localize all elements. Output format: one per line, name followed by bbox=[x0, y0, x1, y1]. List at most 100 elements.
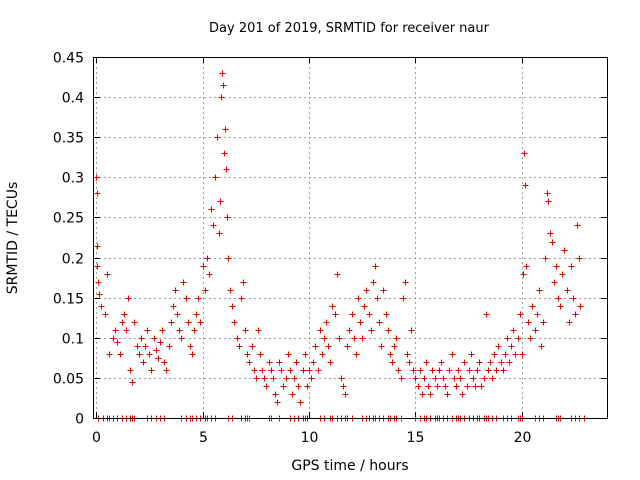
data-point bbox=[142, 343, 149, 350]
data-point bbox=[498, 359, 505, 366]
data-point bbox=[421, 375, 428, 382]
data-point bbox=[540, 319, 547, 326]
data-point bbox=[527, 335, 534, 342]
data-point bbox=[189, 351, 196, 358]
y-tick-label: 0.25 bbox=[53, 211, 84, 227]
data-point bbox=[325, 343, 332, 350]
data-point bbox=[353, 351, 360, 358]
x-tick-label: 20 bbox=[514, 430, 532, 446]
data-point bbox=[461, 359, 468, 366]
data-point bbox=[297, 399, 304, 406]
data-point bbox=[146, 351, 153, 358]
data-point bbox=[197, 319, 204, 326]
data-point bbox=[551, 279, 558, 286]
data-point bbox=[389, 359, 396, 366]
data-point bbox=[125, 295, 132, 302]
plot-frame bbox=[93, 57, 608, 419]
data-point bbox=[227, 287, 234, 294]
data-point bbox=[317, 327, 324, 334]
y-tick-labels: 0 0.05 0.1 0.15 0.2 0.25 0.3 0.35 0.4 0.45 bbox=[53, 51, 84, 428]
data-point bbox=[310, 359, 317, 366]
data-point bbox=[289, 391, 296, 398]
y-tick-label: 0.45 bbox=[53, 51, 84, 67]
data-point bbox=[153, 347, 160, 354]
data-point bbox=[363, 287, 370, 294]
grid-lines bbox=[94, 57, 607, 418]
data-point bbox=[512, 351, 519, 358]
data-point bbox=[370, 279, 377, 286]
data-point bbox=[217, 198, 224, 205]
data-point bbox=[410, 367, 417, 374]
data-point bbox=[129, 379, 136, 386]
data-point bbox=[340, 383, 347, 390]
data-point bbox=[557, 303, 564, 310]
data-point bbox=[300, 367, 307, 374]
data-point bbox=[534, 311, 541, 318]
data-point bbox=[442, 383, 449, 390]
data-point bbox=[219, 70, 226, 77]
data-point bbox=[400, 295, 407, 302]
data-point bbox=[94, 190, 101, 197]
data-point bbox=[570, 295, 577, 302]
data-point bbox=[520, 271, 527, 278]
data-point bbox=[102, 311, 109, 318]
data-point bbox=[276, 359, 283, 366]
data-point bbox=[553, 263, 560, 270]
data-point bbox=[459, 391, 466, 398]
data-point bbox=[166, 343, 173, 350]
data-point bbox=[255, 327, 262, 334]
data-point bbox=[495, 343, 502, 350]
data-point bbox=[429, 367, 436, 374]
x-tick-label: 10 bbox=[301, 430, 319, 446]
data-point bbox=[561, 247, 568, 254]
data-point bbox=[151, 335, 158, 342]
chart-title: Day 201 of 2019, SRMTID for receiver nau… bbox=[209, 21, 490, 36]
data-point bbox=[359, 335, 366, 342]
data-point bbox=[302, 351, 309, 358]
data-point bbox=[223, 166, 230, 173]
data-point bbox=[93, 174, 100, 181]
data-point bbox=[220, 82, 227, 89]
data-point bbox=[453, 383, 460, 390]
data-point bbox=[532, 327, 539, 334]
data-point bbox=[544, 190, 551, 197]
data-point bbox=[244, 351, 251, 358]
data-point bbox=[476, 359, 483, 366]
data-point bbox=[385, 327, 392, 334]
data-point bbox=[344, 343, 351, 350]
data-point bbox=[293, 359, 300, 366]
data-point bbox=[576, 255, 583, 262]
data-point bbox=[517, 311, 524, 318]
y-tick-label: 0 bbox=[75, 412, 84, 428]
data-point bbox=[504, 335, 511, 342]
data-point bbox=[308, 375, 315, 382]
data-point bbox=[493, 367, 500, 374]
data-point bbox=[491, 351, 498, 358]
data-point bbox=[274, 399, 281, 406]
data-point bbox=[468, 351, 475, 358]
data-point bbox=[180, 279, 187, 286]
data-point bbox=[395, 367, 402, 374]
data-point bbox=[545, 198, 552, 205]
data-point bbox=[444, 391, 451, 398]
data-point bbox=[140, 359, 147, 366]
data-point bbox=[351, 335, 358, 342]
data-point bbox=[161, 359, 168, 366]
data-point bbox=[380, 287, 387, 294]
y-tick-label: 0.35 bbox=[53, 131, 84, 147]
data-point bbox=[529, 303, 536, 310]
data-point bbox=[110, 335, 117, 342]
data-point bbox=[515, 335, 522, 342]
x-tick-labels: 0 5 10 15 20 bbox=[92, 430, 531, 446]
data-point bbox=[206, 271, 213, 278]
data-point bbox=[174, 311, 181, 318]
y-tick-label: 0.15 bbox=[53, 292, 84, 308]
data-point bbox=[408, 327, 415, 334]
data-point bbox=[383, 311, 390, 318]
data-point bbox=[538, 343, 545, 350]
data-point bbox=[372, 263, 379, 270]
data-point bbox=[144, 327, 151, 334]
data-point bbox=[434, 383, 441, 390]
data-point bbox=[236, 343, 243, 350]
